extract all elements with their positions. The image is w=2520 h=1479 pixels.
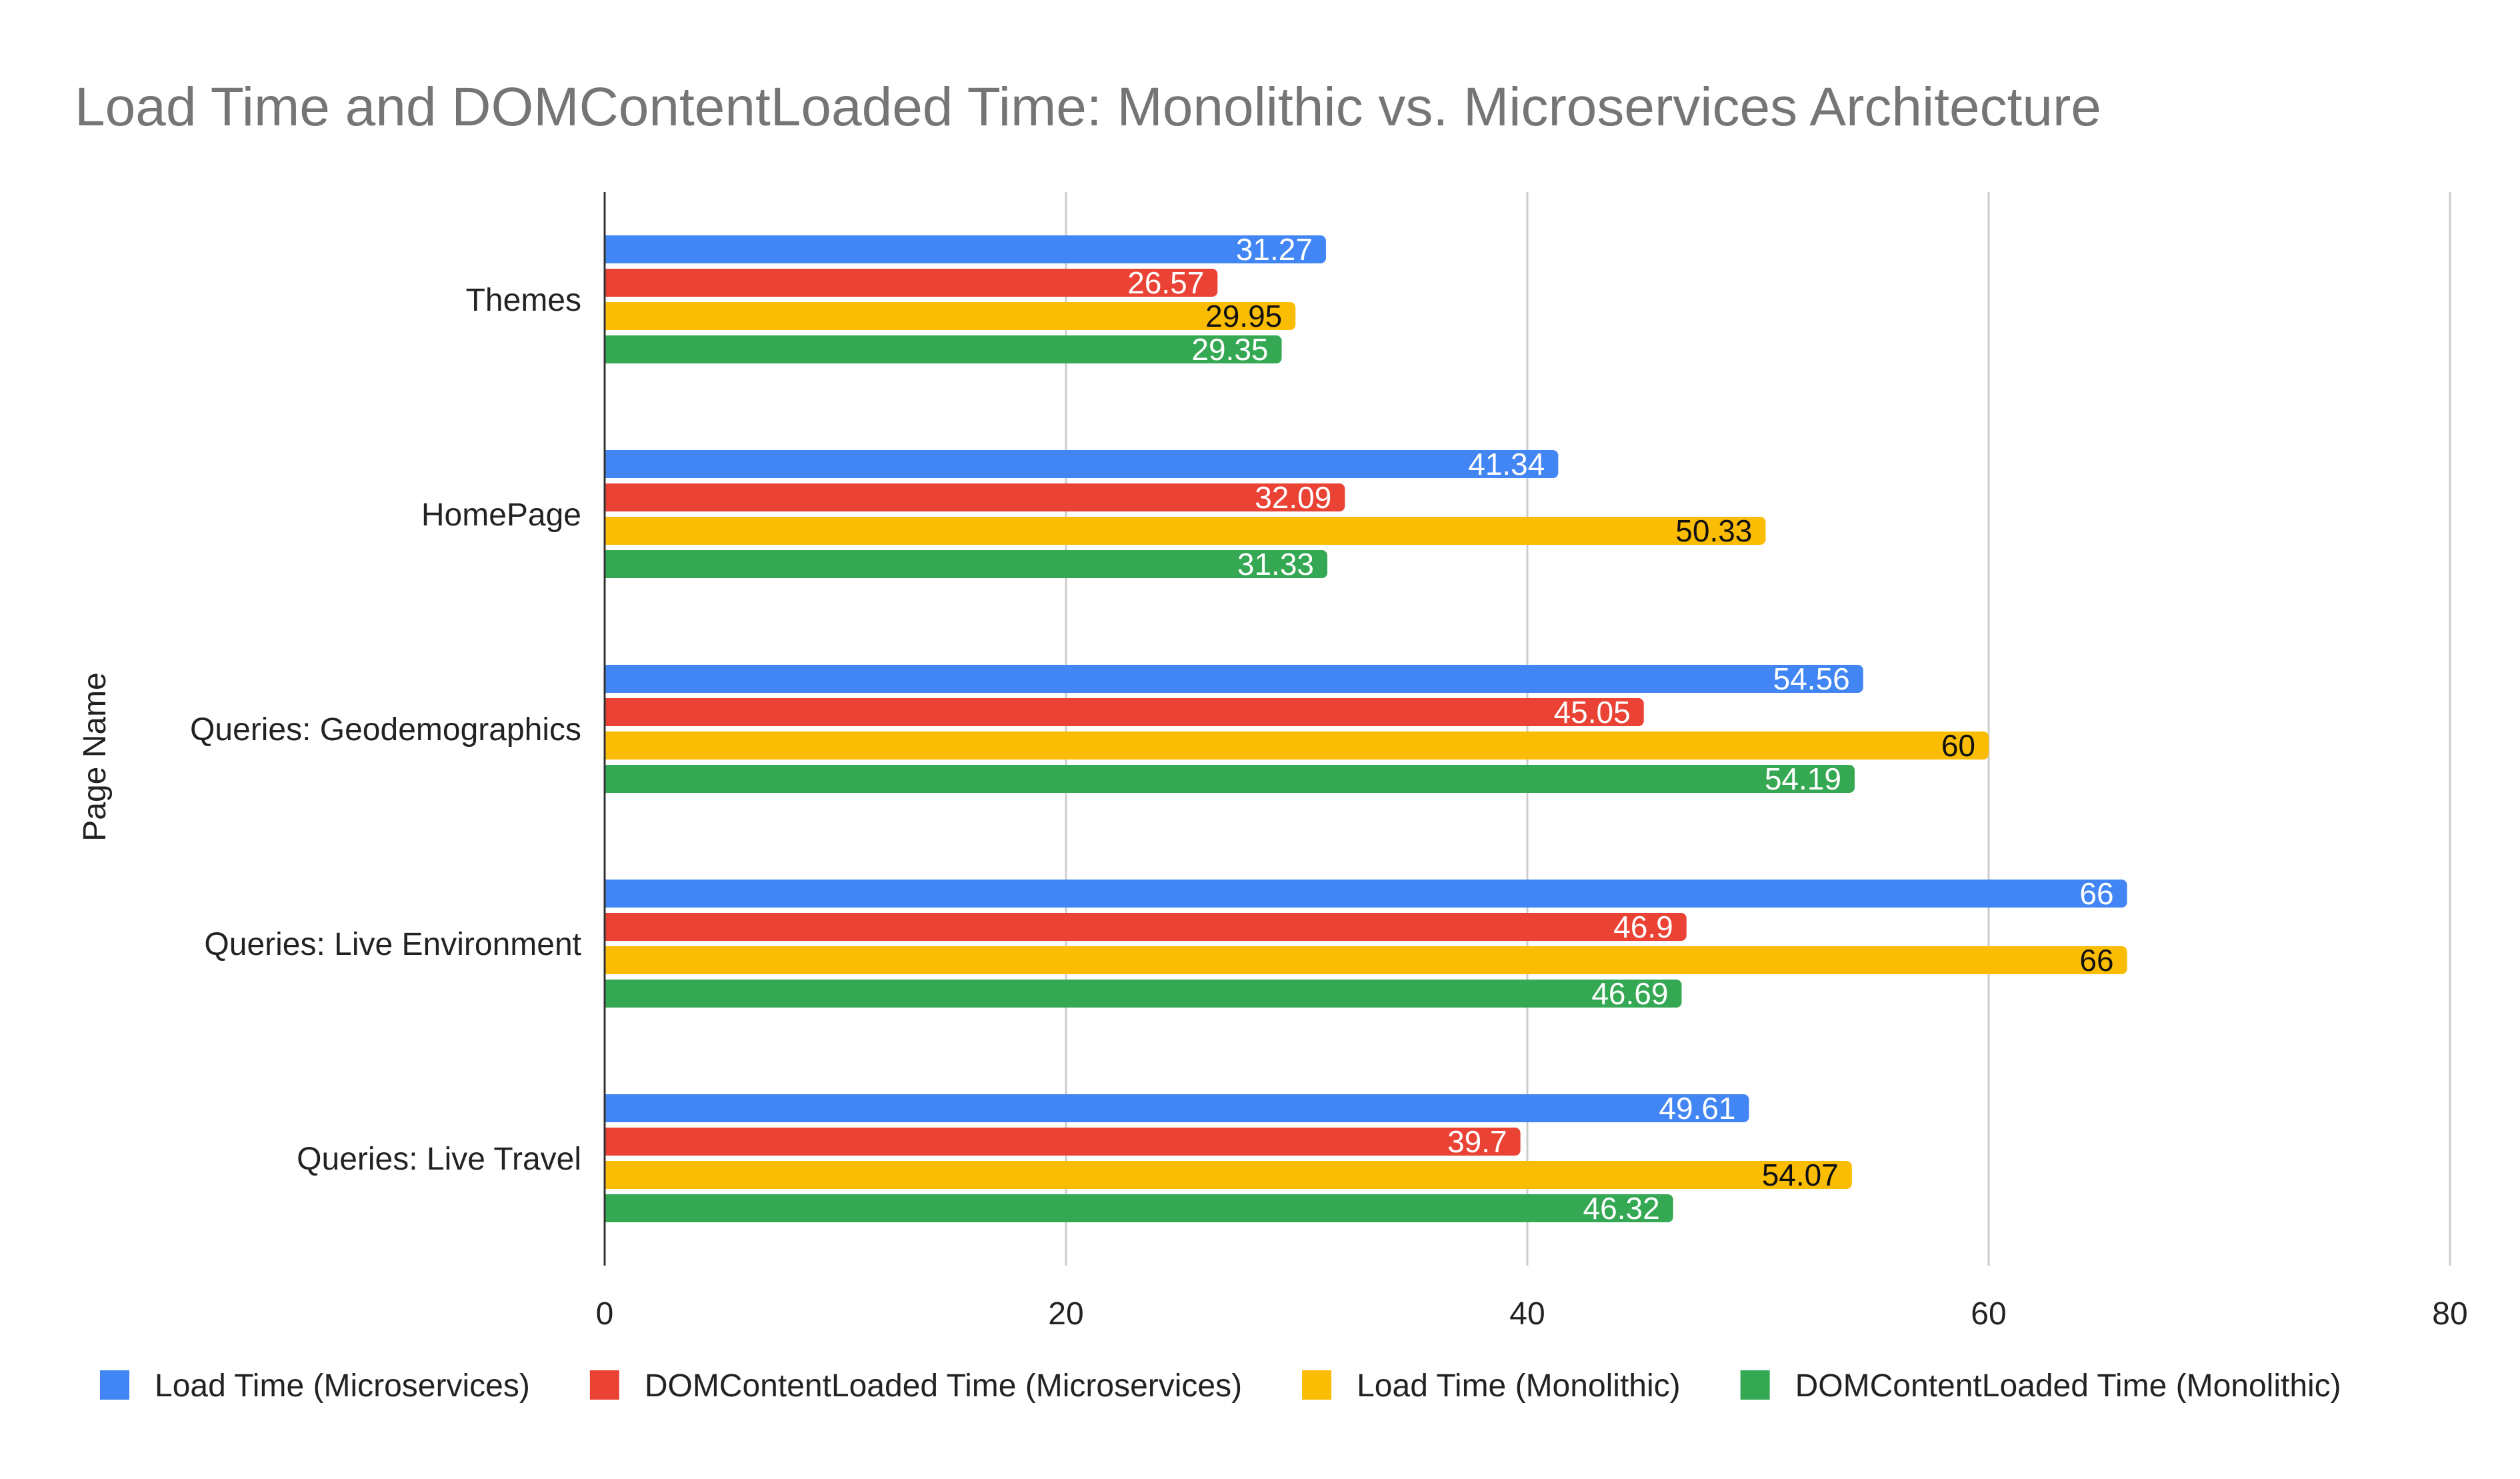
legend-label: DOMContentLoaded Time (Monolithic) <box>1795 1368 2341 1404</box>
data-label: 49.61 <box>1659 1091 1735 1126</box>
data-label: 31.27 <box>1236 232 1313 267</box>
legend[interactable]: Load Time (Microservices) DOMContentLoade… <box>100 1368 2341 1404</box>
bar-domcontentloaded-time-monolithic-queries-live-environment[interactable] <box>605 980 1682 1008</box>
category-label-themes: Themes <box>466 283 581 318</box>
legend-swatch <box>1740 1370 1770 1400</box>
category-label-queries-live-environment: Queries: Live Environment <box>204 927 581 962</box>
bar-domcontentloaded-time-microservices-queries-live-environment[interactable] <box>605 913 1687 941</box>
legend-label: DOMContentLoaded Time (Microservices) <box>645 1368 1242 1404</box>
bar-domcontentloaded-time-monolithic-themes[interactable] <box>605 335 1282 363</box>
x-tick-label: 80 <box>2432 1296 2467 1332</box>
data-label: 46.32 <box>1583 1191 1660 1226</box>
legend-label: Load Time (Monolithic) <box>1357 1368 1681 1404</box>
bar-load-time-monolithic-queries-live-travel[interactable] <box>605 1161 1852 1189</box>
x-tick-label: 60 <box>1971 1296 2006 1332</box>
bar-domcontentloaded-time-microservices-homepage[interactable] <box>605 483 1345 511</box>
category-label-homepage: HomePage <box>421 497 581 533</box>
data-label: 60 <box>1941 728 1975 763</box>
legend-item-load-time-monolithic[interactable]: Load Time (Monolithic) <box>1302 1368 1681 1404</box>
data-label: 54.19 <box>1765 762 1841 796</box>
bar-domcontentloaded-time-microservices-themes[interactable] <box>605 269 1218 297</box>
category-label-queries-live-travel: Queries: Live Travel <box>297 1142 581 1177</box>
data-label: 29.35 <box>1191 332 1268 367</box>
data-label: 26.57 <box>1127 265 1204 300</box>
bar-load-time-microservices-homepage[interactable] <box>605 450 1559 478</box>
bar-load-time-microservices-queries-geodemographics[interactable] <box>604 665 1863 693</box>
data-label: 66 <box>2079 876 2113 911</box>
bar-load-time-monolithic-queries-live-environment[interactable] <box>605 946 2127 974</box>
x-tick-label: 40 <box>1509 1296 1545 1332</box>
x-tick-label: 0 <box>596 1296 614 1332</box>
data-label: 54.56 <box>1773 661 1850 696</box>
legend-label: Load Time (Microservices) <box>155 1368 530 1404</box>
category-label-queries-geodemographics: Queries: Geodemographics <box>190 712 581 748</box>
y-axis-title: Page Name <box>77 672 113 841</box>
x-tick-label: 20 <box>1048 1296 1083 1332</box>
data-label: 46.69 <box>1591 976 1668 1011</box>
data-label: 32.09 <box>1255 480 1331 515</box>
legend-swatch <box>100 1370 129 1400</box>
bar-domcontentloaded-time-monolithic-homepage[interactable] <box>605 550 1328 578</box>
data-label: 45.05 <box>1554 695 1631 729</box>
data-label: 46.9 <box>1613 910 1673 944</box>
bar-domcontentloaded-time-microservices-queries-live-travel[interactable] <box>605 1128 1521 1156</box>
bar-load-time-monolithic-homepage[interactable] <box>605 517 1766 545</box>
bar-load-time-monolithic-themes[interactable] <box>605 302 1296 330</box>
data-label: 31.33 <box>1237 547 1314 581</box>
bar-domcontentloaded-time-monolithic-queries-geodemographics[interactable] <box>605 765 1855 793</box>
legend-swatch <box>589 1370 619 1400</box>
legend-item-load-time-microservices[interactable]: Load Time (Microservices) <box>100 1368 530 1404</box>
legend-item-domcontentloaded-time-monolithic[interactable]: DOMContentLoaded Time (Monolithic) <box>1740 1368 2341 1404</box>
legend-item-domcontentloaded-time-microservices[interactable]: DOMContentLoaded Time (Microservices) <box>589 1368 1242 1404</box>
legend-swatch <box>1302 1370 1332 1400</box>
data-label: 50.33 <box>1675 513 1752 548</box>
data-label: 66 <box>2079 943 2113 978</box>
data-label: 29.95 <box>1205 299 1282 333</box>
bar-load-time-monolithic-queries-geodemographics[interactable] <box>605 731 1989 760</box>
bar-load-time-microservices-themes[interactable] <box>605 235 1326 263</box>
chart-title: Load Time and DOMContentLoaded Time: Mon… <box>75 77 2101 137</box>
data-label: 54.07 <box>1762 1158 1839 1192</box>
bar-domcontentloaded-time-microservices-queries-geodemographics[interactable] <box>605 698 1644 726</box>
data-label: 39.7 <box>1447 1124 1507 1159</box>
data-label: 41.34 <box>1468 447 1545 481</box>
bar-load-time-microservices-queries-live-environment[interactable] <box>605 880 2127 908</box>
bar-domcontentloaded-time-monolithic-queries-live-travel[interactable] <box>604 1194 1673 1222</box>
bar-load-time-microservices-queries-live-travel[interactable] <box>604 1094 1749 1122</box>
gridlines <box>1065 192 2451 1266</box>
axes: 0 20 40 60 80 Themes HomePage Queries: Geodemog… <box>190 192 2468 1332</box>
